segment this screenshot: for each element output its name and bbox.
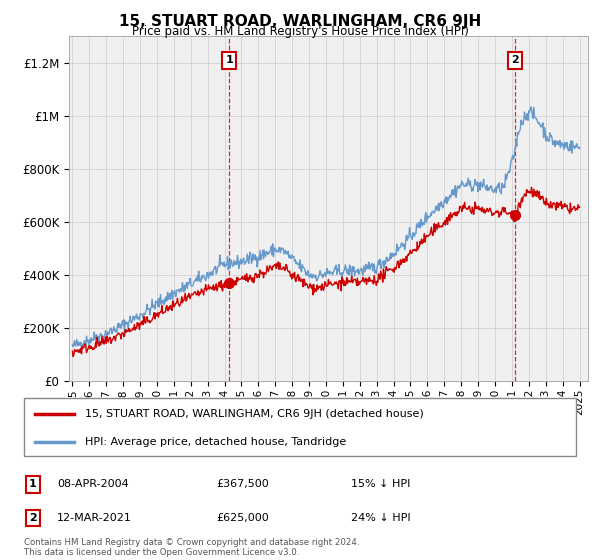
Text: 15% ↓ HPI: 15% ↓ HPI (351, 479, 410, 489)
Text: 1: 1 (225, 55, 233, 66)
Text: 1: 1 (29, 479, 37, 489)
Text: £367,500: £367,500 (216, 479, 269, 489)
Text: 2: 2 (29, 513, 37, 523)
Text: Price paid vs. HM Land Registry's House Price Index (HPI): Price paid vs. HM Land Registry's House … (131, 25, 469, 38)
Text: 08-APR-2004: 08-APR-2004 (57, 479, 129, 489)
Text: HPI: Average price, detached house, Tandridge: HPI: Average price, detached house, Tand… (85, 437, 346, 447)
Text: £625,000: £625,000 (216, 513, 269, 523)
FancyBboxPatch shape (24, 398, 576, 456)
Text: 2: 2 (511, 55, 519, 66)
Text: 15, STUART ROAD, WARLINGHAM, CR6 9JH: 15, STUART ROAD, WARLINGHAM, CR6 9JH (119, 14, 481, 29)
Text: Contains HM Land Registry data © Crown copyright and database right 2024.
This d: Contains HM Land Registry data © Crown c… (24, 538, 359, 557)
Text: 12-MAR-2021: 12-MAR-2021 (57, 513, 132, 523)
Text: 24% ↓ HPI: 24% ↓ HPI (351, 513, 410, 523)
Text: 15, STUART ROAD, WARLINGHAM, CR6 9JH (detached house): 15, STUART ROAD, WARLINGHAM, CR6 9JH (de… (85, 409, 424, 419)
